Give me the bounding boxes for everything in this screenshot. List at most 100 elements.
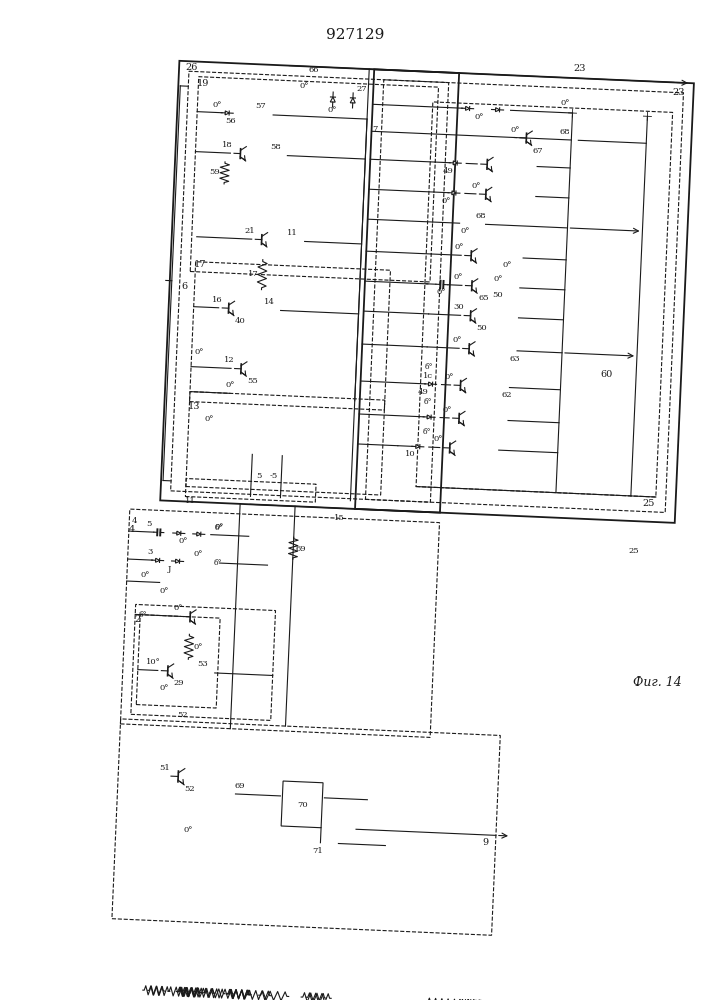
Text: 59: 59 xyxy=(209,168,220,176)
Text: 62: 62 xyxy=(502,391,513,399)
Polygon shape xyxy=(452,191,456,195)
Text: 16: 16 xyxy=(211,296,222,304)
Text: 0°: 0° xyxy=(455,243,464,251)
Text: 0°: 0° xyxy=(300,82,309,90)
Text: 21: 21 xyxy=(245,227,255,235)
Text: 27: 27 xyxy=(356,85,367,93)
Text: 927129: 927129 xyxy=(326,28,384,42)
Polygon shape xyxy=(428,382,433,386)
Text: 0°: 0° xyxy=(160,587,169,595)
Text: 56: 56 xyxy=(226,117,236,125)
Text: б°: б° xyxy=(139,611,148,619)
Text: 0°: 0° xyxy=(444,373,454,381)
Text: 71: 71 xyxy=(312,847,324,855)
Text: 57: 57 xyxy=(255,102,266,110)
Text: 25: 25 xyxy=(628,547,638,555)
Text: б°: б° xyxy=(423,398,432,406)
Text: 58: 58 xyxy=(270,143,281,151)
Text: 49: 49 xyxy=(418,388,428,396)
Text: 0°: 0° xyxy=(194,348,204,356)
Polygon shape xyxy=(330,97,335,102)
Text: 18: 18 xyxy=(223,141,233,149)
Text: 19: 19 xyxy=(197,79,209,88)
Text: 0°: 0° xyxy=(433,435,443,443)
Text: 52: 52 xyxy=(177,711,188,719)
Text: 55: 55 xyxy=(247,377,258,385)
Text: 68: 68 xyxy=(559,128,570,136)
Text: 10°: 10° xyxy=(146,658,160,666)
Text: 67: 67 xyxy=(532,147,543,155)
Text: J: J xyxy=(168,565,171,573)
Text: 0°: 0° xyxy=(183,826,192,834)
Text: 0°: 0° xyxy=(328,106,337,114)
Text: 0°: 0° xyxy=(159,684,169,692)
Text: 17: 17 xyxy=(194,260,206,269)
Text: 3: 3 xyxy=(147,548,153,556)
Text: 17: 17 xyxy=(247,270,259,278)
Text: 60: 60 xyxy=(600,370,612,379)
Text: 0°: 0° xyxy=(442,197,451,205)
Bar xyxy=(131,604,276,720)
Text: 0°: 0° xyxy=(213,101,222,109)
Text: 0°: 0° xyxy=(474,113,484,121)
Text: 23: 23 xyxy=(573,64,585,73)
Polygon shape xyxy=(496,108,500,112)
Text: 68: 68 xyxy=(476,212,486,220)
Bar xyxy=(186,392,385,495)
Text: 4: 4 xyxy=(132,517,137,525)
Bar xyxy=(189,262,390,410)
Polygon shape xyxy=(156,558,160,562)
Bar xyxy=(190,77,438,282)
Text: 30: 30 xyxy=(454,303,464,311)
Text: 10: 10 xyxy=(405,450,416,458)
Text: 0°: 0° xyxy=(460,227,470,235)
Polygon shape xyxy=(197,532,201,536)
Text: 9: 9 xyxy=(482,838,489,847)
Bar xyxy=(366,80,684,512)
Text: 6: 6 xyxy=(182,282,187,291)
Text: 65: 65 xyxy=(478,294,489,302)
Text: 0°: 0° xyxy=(493,275,503,283)
Text: 0°: 0° xyxy=(472,182,481,190)
Bar xyxy=(281,781,323,828)
Text: б°: б° xyxy=(422,428,431,436)
Text: 0°: 0° xyxy=(502,261,511,269)
Bar xyxy=(170,71,449,502)
Text: 0°: 0° xyxy=(560,99,570,107)
Bar xyxy=(120,509,440,737)
Text: 13: 13 xyxy=(188,402,201,411)
Text: 50: 50 xyxy=(492,291,503,299)
Text: 0°: 0° xyxy=(174,604,183,612)
Text: 5: 5 xyxy=(257,472,262,480)
Text: 53: 53 xyxy=(198,660,209,668)
Text: 0°: 0° xyxy=(179,537,188,545)
Text: 0°: 0° xyxy=(204,415,214,423)
Text: 12: 12 xyxy=(224,356,235,364)
Text: 0°: 0° xyxy=(510,126,520,134)
Text: 0°: 0° xyxy=(214,523,224,531)
Text: 5: 5 xyxy=(146,520,152,528)
Text: 15: 15 xyxy=(334,514,345,522)
Text: 49: 49 xyxy=(443,167,453,175)
Polygon shape xyxy=(177,531,181,535)
Polygon shape xyxy=(175,559,180,563)
Text: 0°: 0° xyxy=(140,571,150,579)
Text: 69: 69 xyxy=(235,782,245,790)
Text: 66: 66 xyxy=(309,66,320,74)
Text: 70: 70 xyxy=(297,801,308,809)
Text: 0°: 0° xyxy=(226,381,235,389)
Text: 23: 23 xyxy=(672,88,685,97)
Text: 51: 51 xyxy=(159,764,170,772)
Text: 7: 7 xyxy=(372,125,378,133)
Bar xyxy=(112,719,501,935)
Bar xyxy=(355,69,694,523)
Text: Фиг. 14: Фиг. 14 xyxy=(633,676,682,689)
Bar xyxy=(160,61,459,513)
Text: 69: 69 xyxy=(296,545,307,553)
Text: 0°: 0° xyxy=(193,643,202,651)
Text: 25: 25 xyxy=(643,499,655,508)
Text: 14: 14 xyxy=(264,298,274,306)
Text: 0°: 0° xyxy=(193,550,203,558)
Text: 11: 11 xyxy=(286,229,298,237)
Text: 0°: 0° xyxy=(437,288,446,296)
